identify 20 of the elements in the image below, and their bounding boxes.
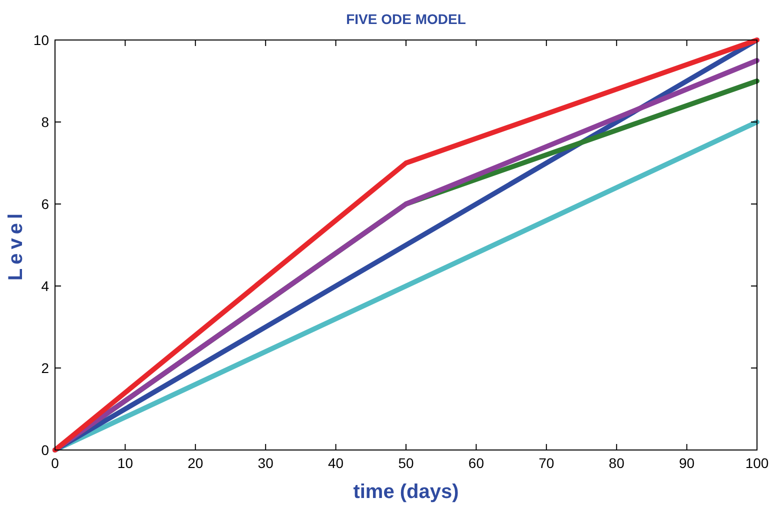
x-tick-label: 20 [188, 455, 204, 471]
x-tick-label: 0 [51, 455, 60, 471]
x-tick-label: 50 [398, 455, 414, 471]
y-tick-label: 0 [41, 442, 50, 458]
y-tick-label: 8 [41, 114, 50, 130]
x-tick-label: 40 [328, 455, 344, 471]
chart-title: FIVE ODE MODEL [346, 11, 466, 27]
y-tick-label: 10 [33, 32, 50, 48]
x-tick-label: 60 [468, 455, 484, 471]
x-tick-label: 90 [679, 455, 695, 471]
x-tick-label: 100 [745, 455, 769, 471]
x-tick-label: 70 [538, 455, 554, 471]
x-tick-label: 10 [117, 455, 134, 471]
y-axis-title: Level [5, 209, 27, 281]
x-tick-label: 30 [258, 455, 274, 471]
y-tick-label: 4 [41, 278, 50, 294]
y-tick-label: 6 [41, 196, 50, 212]
y-tick-label: 2 [41, 360, 50, 376]
x-tick-label: 80 [608, 455, 625, 471]
x-axis-title: time (days) [353, 481, 459, 503]
